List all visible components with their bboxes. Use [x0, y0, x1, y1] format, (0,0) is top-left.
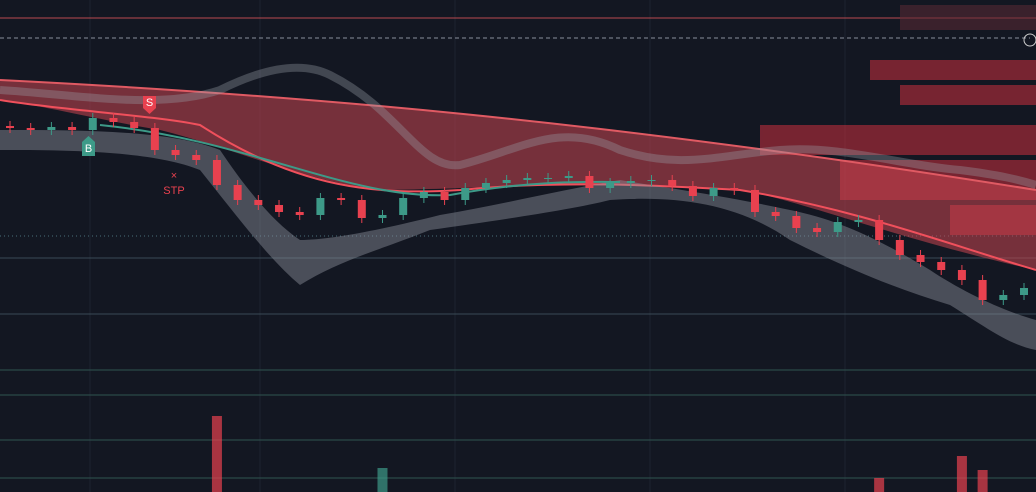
volume-bar [377, 468, 388, 492]
upper-band [0, 63, 1036, 189]
candle-body [357, 200, 366, 218]
grid [89, 0, 846, 492]
candle-body [585, 176, 594, 188]
candle-body [275, 205, 284, 212]
signal-stp: × STP [163, 170, 184, 197]
candle-body [481, 183, 490, 188]
candle-body [709, 188, 718, 196]
candle-body [171, 150, 180, 155]
candle-body [999, 295, 1008, 300]
candle-body [88, 118, 97, 130]
candle-body [192, 155, 201, 160]
marker-label: S [146, 97, 153, 109]
candle-body [937, 262, 946, 270]
candle-body [109, 118, 118, 122]
candle-body [792, 216, 801, 228]
candles [6, 113, 1028, 492]
candle-body [523, 178, 532, 180]
candle-body [626, 181, 635, 183]
candle-body [875, 220, 884, 240]
candle-body [688, 186, 697, 196]
volume-bar [211, 416, 222, 492]
candle-body [957, 270, 966, 280]
marker-label: STP [163, 185, 184, 197]
candle-body [440, 192, 449, 200]
candle-body [771, 212, 780, 216]
candle-body [6, 126, 14, 128]
candle-body [854, 220, 863, 222]
marker-label: B [85, 143, 92, 155]
candle-body [233, 185, 242, 200]
candle-body [378, 215, 387, 218]
candle-body [895, 240, 904, 255]
candle-body [68, 127, 77, 130]
candle-body [1020, 288, 1028, 295]
candle-body [730, 188, 739, 190]
candle-body [606, 183, 615, 188]
volume-bar [874, 478, 885, 492]
cloud [0, 80, 1036, 270]
candle-body [978, 280, 987, 300]
candle-body [502, 180, 511, 183]
candle-body [419, 192, 428, 198]
cloud-edge [0, 79, 1036, 191]
volume-bar [956, 456, 967, 492]
candle-body [647, 180, 656, 181]
candle-body [833, 222, 842, 232]
candle-body [564, 176, 573, 178]
volume-bar [977, 470, 988, 492]
stop-icon: × [171, 170, 177, 182]
candle-body [26, 128, 35, 130]
signal-s: S [143, 96, 156, 114]
candle-body [130, 122, 139, 128]
candle-body [295, 212, 304, 215]
candle-body [544, 178, 553, 179]
candle-body [316, 198, 325, 215]
levels [0, 257, 1036, 479]
candle-body [150, 128, 159, 150]
candle-body [461, 188, 470, 200]
bollinger-band [0, 130, 1036, 350]
candle-body [399, 198, 408, 215]
candle-body [212, 160, 221, 185]
candle-body [47, 127, 56, 130]
candle-body [668, 180, 677, 186]
candle-body [916, 255, 925, 262]
signal-b: B [82, 136, 95, 156]
candle-body [254, 200, 263, 205]
add-button[interactable] [1023, 33, 1036, 47]
candle-body [750, 190, 759, 212]
candle-body [813, 228, 822, 232]
candle-body [337, 198, 346, 200]
